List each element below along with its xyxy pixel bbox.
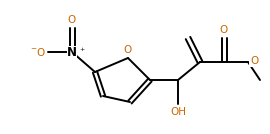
Text: O: O — [68, 15, 76, 25]
Text: O: O — [220, 25, 228, 35]
Text: OH: OH — [170, 107, 186, 117]
Text: O: O — [250, 56, 258, 66]
Text: $^{+}$: $^{+}$ — [79, 46, 86, 55]
Text: $^{-}$O: $^{-}$O — [30, 46, 46, 58]
Text: O: O — [124, 45, 132, 55]
Text: N: N — [67, 46, 77, 59]
